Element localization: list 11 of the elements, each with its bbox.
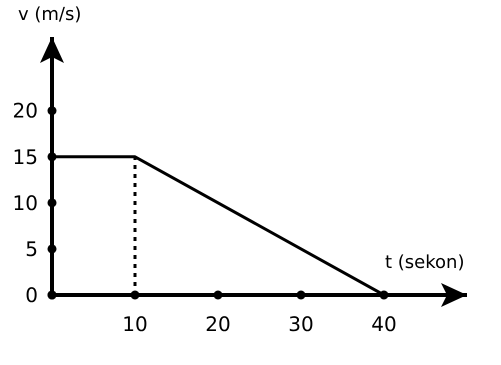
x-tick-label: 10: [122, 312, 148, 336]
x-tick-label: 40: [371, 312, 397, 336]
y-axis-title: v (m/s): [18, 4, 82, 25]
x-tick-label: 30: [288, 312, 314, 336]
x-axis-title: t (sekon): [385, 252, 464, 273]
x-tick-label: 20: [205, 312, 231, 336]
y-tick-label: 15: [12, 144, 38, 169]
y-tick-label: 5: [25, 236, 38, 261]
y-tick-label: 0: [25, 283, 38, 307]
y-tick-label: 10: [12, 190, 38, 215]
y-tick-label: 20: [12, 98, 38, 123]
